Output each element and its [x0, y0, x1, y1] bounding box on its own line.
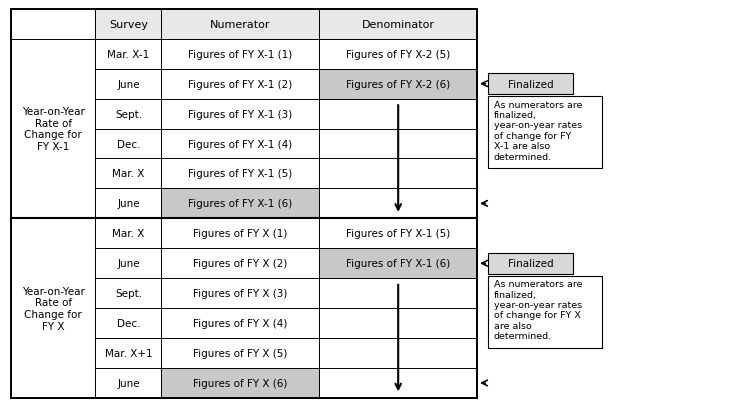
Bar [319, 279, 477, 308]
Bar [488, 276, 602, 348]
Text: Figures of FY X (3): Figures of FY X (3) [193, 288, 288, 299]
Text: Figures of FY X-1 (4): Figures of FY X-1 (4) [188, 139, 293, 149]
Bar [319, 338, 477, 368]
Text: Figures of FY X-2 (5): Figures of FY X-2 (5) [346, 49, 451, 60]
Text: Mar. X: Mar. X [112, 169, 145, 179]
Bar [11, 40, 95, 219]
Text: June: June [117, 79, 139, 90]
Text: Survey: Survey [109, 20, 148, 30]
Text: Mar. X: Mar. X [112, 229, 145, 239]
Bar [95, 159, 161, 189]
Text: Figures of FY X-1 (5): Figures of FY X-1 (5) [346, 229, 451, 239]
Text: Year-on-Year
Rate of
Change for
FY X: Year-on-Year Rate of Change for FY X [22, 286, 84, 331]
Text: Sept.: Sept. [115, 288, 142, 299]
Text: Dec.: Dec. [117, 318, 140, 328]
Text: Figures of FY X (5): Figures of FY X (5) [193, 348, 288, 358]
Text: June: June [117, 378, 139, 388]
Bar [95, 368, 161, 398]
Bar [11, 10, 95, 40]
Bar [319, 10, 477, 40]
Text: Figures of FY X-2 (6): Figures of FY X-2 (6) [346, 79, 451, 90]
Bar [11, 219, 95, 398]
Bar [488, 74, 573, 95]
Text: Figures of FY X-1 (6): Figures of FY X-1 (6) [346, 258, 451, 269]
Text: Figures of FY X-1 (1): Figures of FY X-1 (1) [188, 49, 293, 60]
Bar [95, 279, 161, 308]
Bar [161, 279, 319, 308]
Bar [161, 219, 319, 249]
Text: Figures of FY X (6): Figures of FY X (6) [193, 378, 288, 388]
Bar [95, 99, 161, 129]
Text: Figures of FY X (4): Figures of FY X (4) [193, 318, 288, 328]
Text: Mar. X+1: Mar. X+1 [105, 348, 152, 358]
Bar [161, 40, 319, 70]
Text: Mar. X-1: Mar. X-1 [107, 49, 150, 60]
Bar [95, 40, 161, 70]
Bar [95, 249, 161, 279]
Bar [319, 249, 477, 279]
Bar [161, 368, 319, 398]
Text: Figures of FY X-1 (2): Figures of FY X-1 (2) [188, 79, 293, 90]
Text: Dec.: Dec. [117, 139, 140, 149]
Text: Figures of FY X-1 (3): Figures of FY X-1 (3) [188, 109, 293, 119]
Text: Denominator: Denominator [362, 20, 435, 30]
Text: Figures of FY X-1 (6): Figures of FY X-1 (6) [188, 199, 293, 209]
Text: June: June [117, 199, 139, 209]
Bar [161, 249, 319, 279]
Bar [319, 368, 477, 398]
Bar [161, 308, 319, 338]
Text: Figures of FY X (2): Figures of FY X (2) [193, 258, 288, 269]
Text: Numerator: Numerator [210, 20, 271, 30]
Bar [319, 219, 477, 249]
Bar [319, 70, 477, 99]
Bar [161, 10, 319, 40]
Text: As numerators are
finalized,
year-on-year rates
of change for FY X
are also
dete: As numerators are finalized, year-on-yea… [494, 280, 583, 340]
Bar [161, 189, 319, 219]
Text: Figures of FY X (1): Figures of FY X (1) [193, 229, 288, 239]
Text: Sept.: Sept. [115, 109, 142, 119]
Text: Year-on-Year
Rate of
Change for
FY X-1: Year-on-Year Rate of Change for FY X-1 [22, 107, 84, 152]
Bar [161, 129, 319, 159]
Bar [95, 189, 161, 219]
Bar [319, 99, 477, 129]
Bar [319, 189, 477, 219]
Text: Finalized: Finalized [507, 79, 553, 90]
Text: Figures of FY X-1 (5): Figures of FY X-1 (5) [188, 169, 293, 179]
Bar [95, 70, 161, 99]
Bar [95, 308, 161, 338]
Bar [319, 129, 477, 159]
Bar [161, 159, 319, 189]
Bar [488, 97, 602, 169]
Bar [11, 10, 477, 398]
Bar [319, 40, 477, 70]
Bar [161, 70, 319, 99]
Bar [319, 308, 477, 338]
Bar [161, 99, 319, 129]
Bar [161, 338, 319, 368]
Bar [95, 338, 161, 368]
Bar [95, 10, 161, 40]
Text: Finalized: Finalized [507, 258, 553, 269]
Bar [488, 253, 573, 274]
Text: June: June [117, 258, 139, 269]
Bar [95, 129, 161, 159]
Bar [95, 219, 161, 249]
Bar [319, 159, 477, 189]
Text: As numerators are
finalized,
year-on-year rates
of change for FY
X-1 are also
de: As numerators are finalized, year-on-yea… [494, 101, 583, 161]
